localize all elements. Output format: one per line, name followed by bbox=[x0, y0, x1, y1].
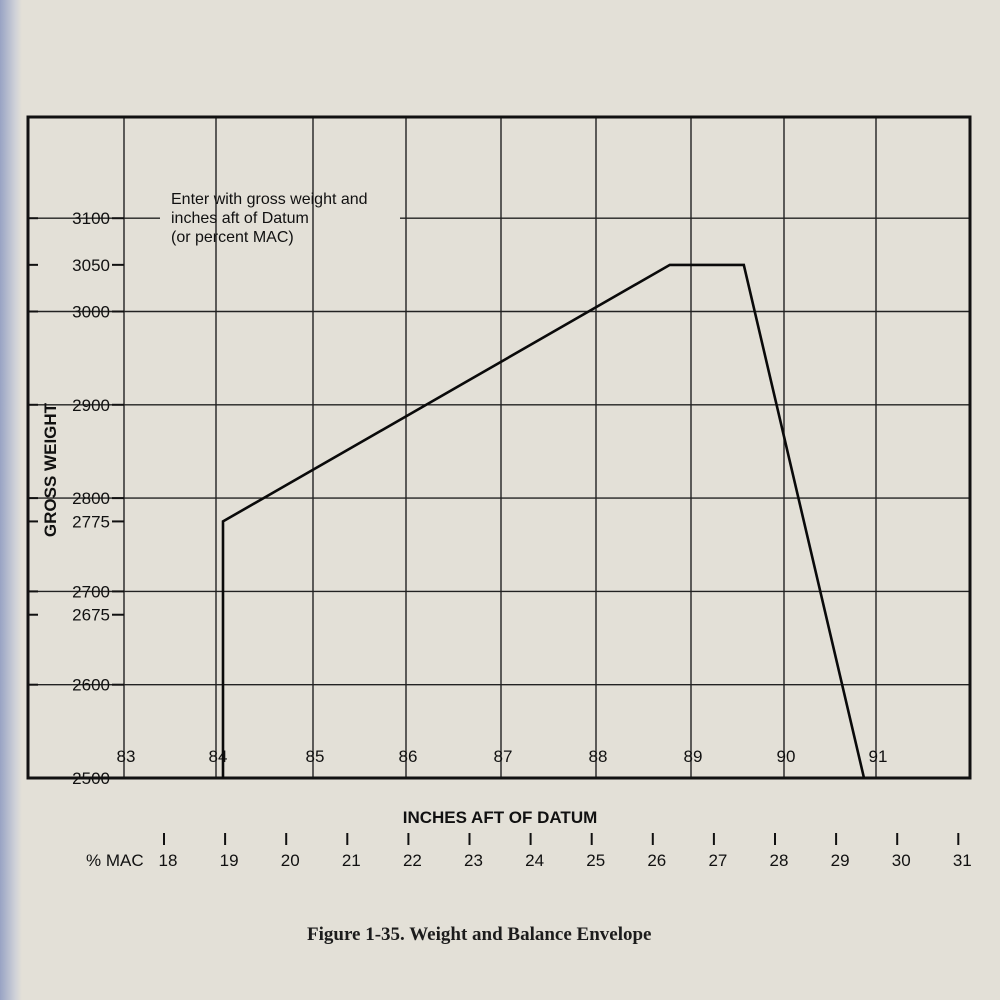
y-tick-label: 2800 bbox=[72, 489, 110, 508]
annotation-text: inches aft of Datum bbox=[171, 210, 309, 227]
x-tick-label: 91 bbox=[869, 747, 888, 766]
mac-axis-label: % MAC bbox=[86, 851, 144, 870]
envelope-line bbox=[221, 263, 866, 779]
mac-tick-label: 18 bbox=[159, 851, 178, 870]
x-axis-label: INCHES AFT OF DATUM bbox=[403, 808, 598, 827]
mac-tick-label: 23 bbox=[464, 851, 483, 870]
y-tick-label: 2775 bbox=[72, 512, 110, 531]
x-tick-label: 85 bbox=[306, 747, 325, 766]
x-tick-label: 84 bbox=[209, 747, 228, 766]
y-tick-label: 3050 bbox=[72, 256, 110, 275]
mac-tick-label: 22 bbox=[403, 851, 422, 870]
mac-tick-label: 21 bbox=[342, 851, 361, 870]
mac-tick-label: 20 bbox=[281, 851, 300, 870]
x-tick-label: 88 bbox=[589, 747, 608, 766]
y-tick-label: 2500 bbox=[72, 769, 110, 788]
x-tick-label: 89 bbox=[684, 747, 703, 766]
x-tick-label: 86 bbox=[399, 747, 418, 766]
x-tick-label: 87 bbox=[494, 747, 513, 766]
mac-tick-label: 27 bbox=[708, 851, 727, 870]
y-tick-label: 3100 bbox=[72, 209, 110, 228]
mac-tick-label: 25 bbox=[586, 851, 605, 870]
y-axis-label: GROSS WEIGHT bbox=[41, 402, 60, 537]
mac-tick-label: 24 bbox=[525, 851, 544, 870]
mac-tick-label: 31 bbox=[953, 851, 972, 870]
x-tick-label: 83 bbox=[117, 747, 136, 766]
figure-caption: Figure 1-35. Weight and Balance Envelope bbox=[307, 924, 652, 945]
mac-tick-label: 29 bbox=[831, 851, 850, 870]
annotation-text: Enter with gross weight and bbox=[171, 191, 368, 208]
x-tick-label: 90 bbox=[777, 747, 796, 766]
book-spine-shadow bbox=[0, 0, 22, 1000]
mac-tick-label: 28 bbox=[770, 851, 789, 870]
mac-tick-label: 19 bbox=[220, 851, 239, 870]
mac-tick-label: 26 bbox=[647, 851, 666, 870]
y-tick-label: 2700 bbox=[72, 582, 110, 601]
mac-tick-label: 30 bbox=[892, 851, 911, 870]
y-tick-label: 2675 bbox=[72, 606, 110, 625]
y-tick-label: 2900 bbox=[72, 396, 110, 415]
annotation-text: (or percent MAC) bbox=[171, 229, 294, 246]
y-tick-label: 2600 bbox=[72, 676, 110, 695]
y-tick-label: 3000 bbox=[72, 303, 110, 322]
plot-frame bbox=[26, 115, 972, 780]
